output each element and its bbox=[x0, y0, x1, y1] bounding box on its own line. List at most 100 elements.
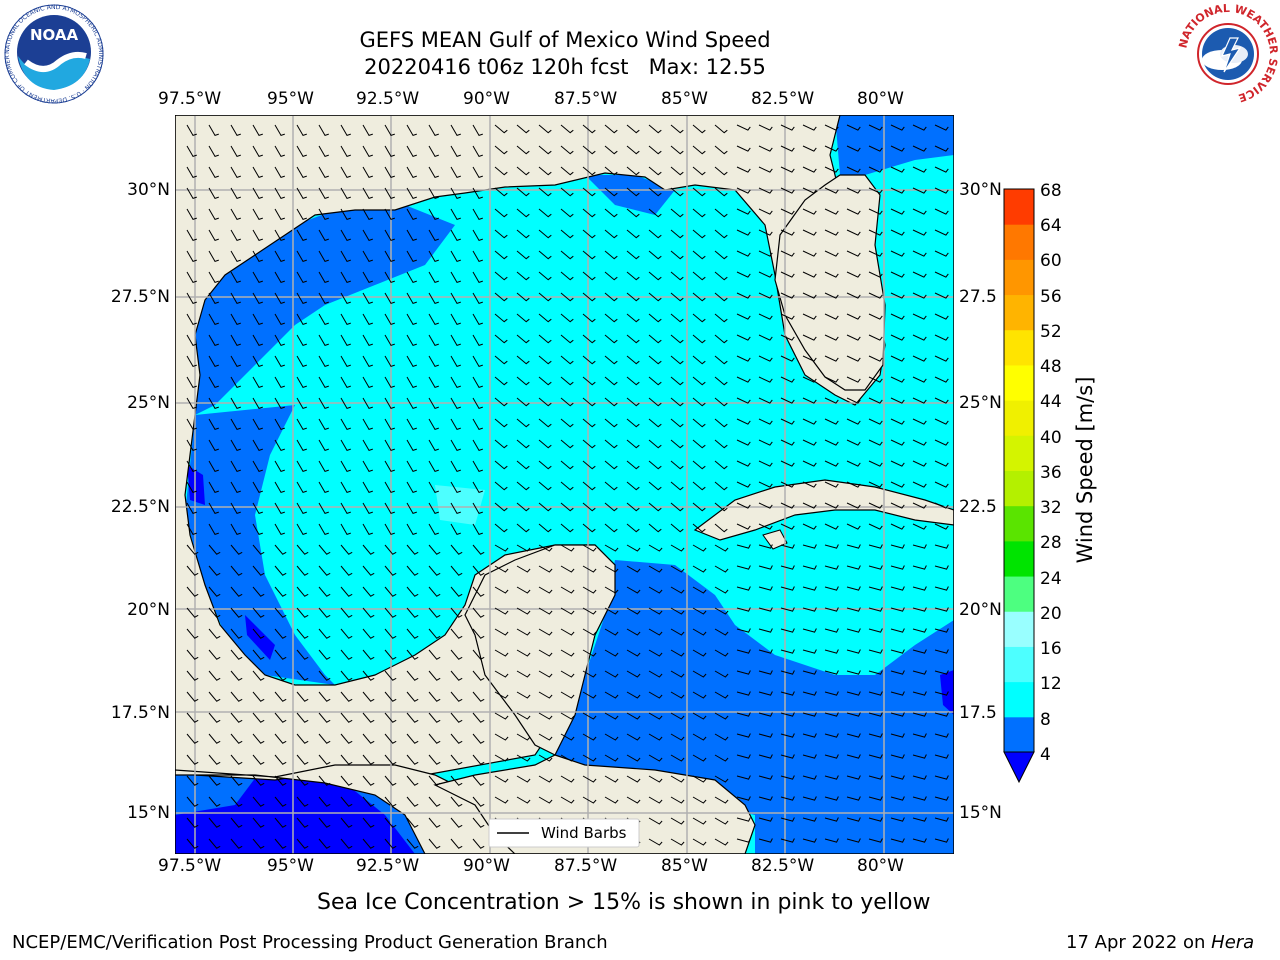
wind-barb bbox=[472, 481, 483, 494]
wind-barb bbox=[648, 334, 662, 344]
wind-barb bbox=[868, 334, 883, 341]
wind-barb bbox=[472, 292, 483, 305]
wind-barb bbox=[384, 649, 397, 660]
wind-barb bbox=[758, 250, 773, 257]
wind-barb bbox=[912, 691, 927, 696]
wind-barb bbox=[274, 460, 285, 473]
wind-barb bbox=[274, 481, 285, 494]
wind-barb bbox=[318, 607, 331, 618]
wind-barb bbox=[230, 817, 243, 828]
wind-barb bbox=[472, 187, 483, 200]
wind-barb bbox=[450, 565, 463, 576]
wind-barb bbox=[714, 502, 728, 512]
wind-barb bbox=[692, 712, 707, 720]
wind-barb bbox=[296, 439, 307, 452]
wind-barb bbox=[208, 775, 221, 786]
wind-barb bbox=[362, 250, 373, 263]
wind-barb bbox=[758, 376, 773, 383]
wind-barb bbox=[384, 838, 397, 849]
wind-barb bbox=[736, 796, 751, 801]
wind-barb bbox=[208, 124, 219, 137]
wind-barb bbox=[472, 544, 485, 555]
wind-barb bbox=[406, 544, 419, 555]
wind-barb bbox=[472, 670, 485, 681]
wind-barb bbox=[406, 355, 417, 368]
wind-barb bbox=[758, 313, 773, 320]
wind-barb bbox=[208, 334, 219, 347]
wind-barb bbox=[582, 439, 596, 449]
wind-barb bbox=[582, 124, 596, 134]
wind-barb bbox=[582, 523, 596, 533]
wind-barb bbox=[802, 460, 817, 467]
wind-barb bbox=[296, 187, 307, 200]
wind-barb bbox=[340, 817, 353, 828]
wind-barb bbox=[516, 565, 531, 573]
wind-barb bbox=[604, 229, 618, 239]
wind-barb bbox=[670, 313, 684, 323]
wind-barb bbox=[472, 733, 485, 744]
wind-barb bbox=[560, 481, 574, 491]
lat-label-left-4: 22.5°N bbox=[110, 497, 170, 517]
wind-barb bbox=[890, 733, 905, 738]
wind-barb bbox=[538, 481, 552, 491]
lon-label-bottom-4: 90°W bbox=[463, 856, 510, 876]
wind-barb bbox=[186, 733, 199, 744]
wind-barb bbox=[582, 250, 596, 260]
wind-barb bbox=[340, 607, 353, 618]
wind-barb bbox=[494, 796, 509, 804]
wind-barb bbox=[890, 376, 905, 383]
wind-barb bbox=[758, 670, 773, 675]
wind-barb bbox=[714, 313, 728, 323]
wind-barb bbox=[186, 754, 199, 765]
wind-barb bbox=[648, 229, 662, 239]
wind-barb bbox=[296, 271, 307, 284]
wind-barb bbox=[934, 712, 949, 717]
wind-barb bbox=[362, 607, 375, 618]
wind-barb bbox=[670, 544, 685, 552]
wind-barb bbox=[252, 271, 263, 284]
wind-barb bbox=[846, 670, 861, 675]
wind-barb bbox=[472, 208, 483, 221]
wind-barb bbox=[296, 712, 309, 723]
wind-barb bbox=[230, 397, 241, 410]
wind-barb bbox=[406, 271, 417, 284]
wind-barb bbox=[736, 313, 751, 320]
wind-barb bbox=[780, 775, 795, 780]
wind-barb bbox=[890, 607, 905, 612]
wind-barb bbox=[384, 124, 395, 137]
wind-barb bbox=[252, 145, 263, 158]
wind-barb bbox=[384, 292, 395, 305]
wind-barb bbox=[208, 292, 219, 305]
wind-barb bbox=[626, 292, 640, 302]
wind-barb bbox=[362, 523, 373, 536]
wind-barb bbox=[384, 670, 397, 681]
wind-barb bbox=[296, 775, 309, 786]
wind-barb bbox=[846, 523, 861, 530]
wind-barb bbox=[494, 628, 509, 636]
wind-barb bbox=[758, 565, 773, 570]
wind-barb bbox=[428, 292, 439, 305]
wind-barb bbox=[648, 817, 663, 825]
wind-barb bbox=[626, 187, 640, 197]
wind-barb bbox=[670, 271, 684, 281]
wind-barb bbox=[670, 145, 684, 155]
wind-barb bbox=[868, 229, 883, 236]
wind-barb bbox=[186, 250, 197, 263]
wind-barb bbox=[934, 586, 949, 591]
wind-barb bbox=[318, 670, 331, 681]
wind-barb bbox=[208, 754, 221, 765]
lon-label-bottom-8: 80°W bbox=[857, 856, 904, 876]
lon-label-bottom-3: 92.5°W bbox=[356, 856, 420, 876]
wind-barb bbox=[384, 208, 395, 221]
wind-barb bbox=[538, 418, 552, 428]
wind-barb bbox=[230, 418, 241, 431]
lon-label-top-8: 80°W bbox=[857, 89, 904, 109]
colorbar-segment bbox=[1004, 329, 1034, 366]
wind-barb bbox=[802, 502, 817, 509]
wind-barb bbox=[406, 166, 417, 179]
wind-barb bbox=[582, 376, 596, 386]
wind-barb bbox=[560, 502, 574, 512]
wind-barb bbox=[274, 145, 285, 158]
wind-barb bbox=[516, 124, 530, 134]
wind-barb bbox=[714, 439, 728, 449]
